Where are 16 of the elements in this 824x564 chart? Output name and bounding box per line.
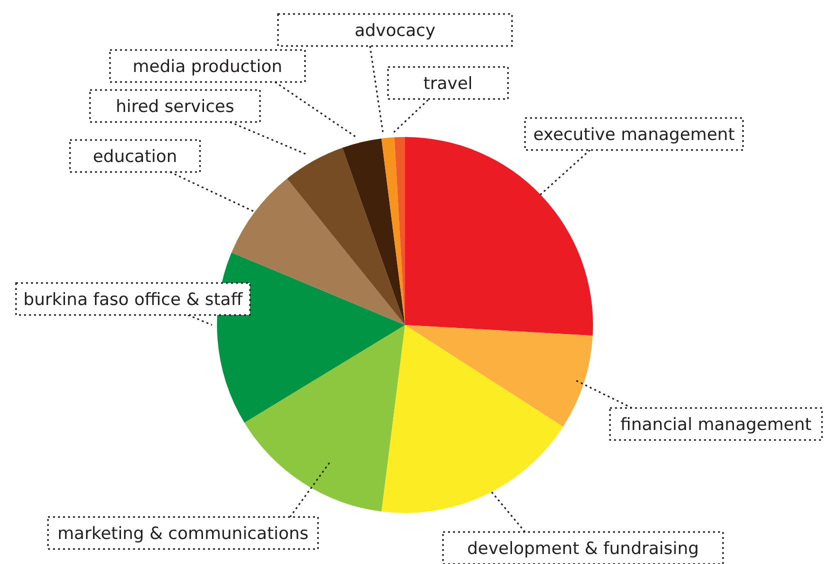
pie-slice: [381, 137, 405, 325]
slice-label: hired services: [116, 97, 234, 117]
slice-label: development & fundraising: [467, 539, 699, 559]
slice-label: burkina faso office & staff: [23, 290, 244, 310]
slice-label: advocacy: [354, 21, 436, 41]
pie-slice: [405, 325, 593, 427]
slice-label: financial management: [620, 415, 812, 435]
pie-slice: [244, 325, 405, 512]
slice-label: education: [92, 147, 178, 167]
pie-slice: [286, 148, 405, 325]
slice-label: travel: [423, 74, 473, 94]
slice-label: media production: [132, 57, 282, 77]
slice-label: executive management: [533, 125, 736, 145]
slice-label: marketing & communications: [57, 524, 309, 544]
pie-slice: [381, 325, 564, 513]
pie-slice: [342, 138, 405, 325]
